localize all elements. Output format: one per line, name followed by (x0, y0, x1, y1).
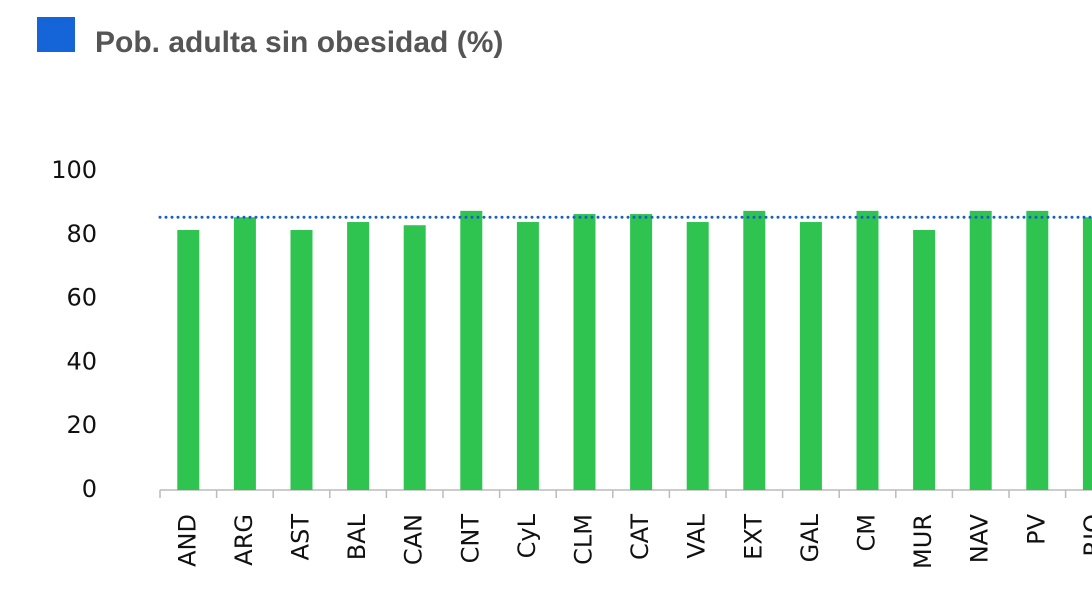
y-tick-label: 40 (66, 347, 97, 375)
bar (347, 222, 370, 491)
bar (516, 222, 539, 491)
bar (856, 210, 879, 490)
x-tick-label: CAN (400, 514, 428, 565)
x-tick-label: VAL (683, 513, 711, 558)
x-tick-label: AST (287, 514, 315, 561)
bar (403, 225, 426, 491)
x-tick-label: NAV (966, 513, 994, 563)
bar (177, 230, 200, 490)
x-tick-label: CM (853, 514, 881, 551)
x-tick-label: PV (1022, 513, 1050, 544)
bar (743, 210, 766, 490)
bar (969, 210, 992, 490)
bar (913, 230, 936, 490)
bar (630, 214, 653, 490)
y-tick-label: 100 (51, 156, 97, 184)
x-tick-label: CAT (626, 514, 654, 560)
x-tick-label: CLM (570, 514, 598, 565)
bar (1026, 210, 1049, 490)
y-tick-label: 60 (66, 284, 97, 312)
bar (573, 214, 596, 490)
bar (460, 210, 483, 490)
x-tick-label: GAL (796, 513, 824, 562)
bar (290, 230, 313, 490)
x-tick-label: AND (173, 514, 201, 567)
chart-title: Pob. adulta sin obesidad (%) (95, 26, 503, 59)
x-tick-label: MUR (909, 514, 937, 569)
x-tick-label: RIO (1079, 514, 1092, 557)
x-tick-label: CNT (456, 514, 484, 564)
y-tick-label: 80 (66, 220, 97, 248)
x-tick-label: BAL (343, 513, 371, 560)
x-tick-label: CyL (513, 513, 541, 558)
title-icon (37, 17, 75, 52)
bar (686, 222, 709, 491)
bar (233, 217, 256, 490)
x-tick-label: EXT (739, 514, 767, 560)
bar (1082, 217, 1092, 490)
x-tick-label: ARG (230, 514, 258, 566)
y-tick-label: 0 (82, 475, 97, 503)
y-tick-label: 20 (66, 411, 97, 439)
bar (799, 222, 822, 491)
